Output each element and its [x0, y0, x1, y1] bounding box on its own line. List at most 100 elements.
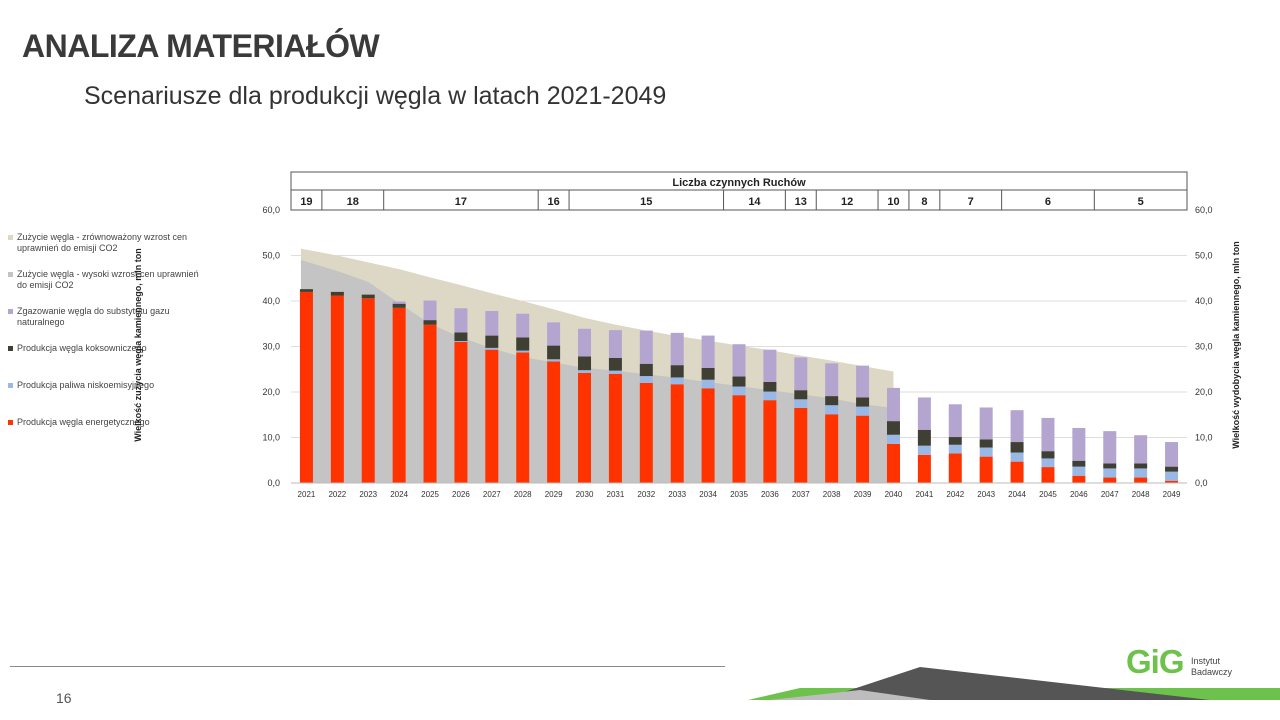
bar-segment — [639, 330, 653, 364]
bar-segment — [392, 303, 406, 308]
x-tick-label: 2021 — [298, 490, 316, 499]
x-tick-label: 2022 — [328, 490, 346, 499]
bar-segment — [825, 396, 839, 406]
ruchy-count-label: 14 — [748, 196, 761, 208]
bar-segment — [1072, 475, 1086, 483]
legend-label: Zużycie węgla - zrównoważony wzrost cen … — [17, 232, 188, 253]
page-number: 16 — [56, 690, 72, 706]
y-tick-label-left: 20,0 — [262, 387, 280, 397]
bar-segment — [1072, 427, 1086, 461]
slide-title: ANALIZA MATERIAŁÓW — [22, 28, 380, 64]
bar-segment — [794, 399, 808, 408]
x-tick-label: 2023 — [359, 490, 377, 499]
bar-segment — [608, 330, 622, 358]
legend-item: Produkcja paliwa niskoemisyjnego — [8, 380, 208, 417]
ruchy-count-label: 10 — [887, 196, 899, 208]
bar-segment — [1165, 471, 1179, 481]
bar-segment — [856, 415, 870, 483]
bar-segment — [1010, 461, 1024, 483]
bar-segment — [732, 344, 746, 377]
y-tick-label-right: 10,0 — [1195, 433, 1213, 443]
bar-segment — [948, 453, 962, 483]
bar-segment — [547, 359, 561, 362]
bar-segment — [578, 372, 592, 483]
bar-segment — [886, 387, 900, 422]
y-tick-label-left: 60,0 — [262, 205, 280, 215]
bar-segment — [1103, 431, 1117, 464]
x-tick-label: 2038 — [823, 490, 841, 499]
x-tick-label: 2030 — [576, 490, 594, 499]
bar-segment — [701, 335, 715, 368]
bar-segment — [856, 397, 870, 407]
bar-segment — [1134, 463, 1148, 469]
ruchy-table — [290, 171, 1188, 211]
bar-segment — [917, 445, 931, 455]
bar-segment — [454, 308, 468, 333]
bar-segment — [299, 291, 313, 483]
ruchy-count-label: 18 — [347, 196, 359, 208]
bar-segment — [794, 357, 808, 391]
ruchy-count-label: 15 — [640, 196, 652, 208]
bar-segment — [948, 437, 962, 445]
bar-segment — [454, 332, 468, 342]
x-tick-label: 2048 — [1132, 490, 1150, 499]
bar-segment — [794, 407, 808, 483]
bar-segment — [1165, 466, 1179, 472]
ruchy-table-title: Liczba czynnych Ruchów — [672, 177, 806, 189]
bar-segment — [330, 295, 344, 483]
bar-segment — [485, 335, 499, 348]
x-tick-label: 2025 — [421, 490, 439, 499]
logo-mark: GiG — [1126, 643, 1185, 680]
legend-item: Zużycie węgla - zrównoważony wzrost cen … — [8, 232, 208, 269]
bar-segment — [917, 429, 931, 446]
x-tick-label: 2040 — [885, 490, 903, 499]
x-tick-label: 2045 — [1039, 490, 1057, 499]
y-tick-label-right: 50,0 — [1195, 251, 1213, 261]
y-tick-label-right: 60,0 — [1195, 205, 1213, 215]
bar-segment — [1103, 477, 1117, 483]
bar-segment — [1010, 410, 1024, 443]
bar-segment — [948, 444, 962, 454]
bar-segment — [979, 439, 993, 448]
ruchy-count-label: 5 — [1138, 196, 1144, 208]
ruchy-count-label: 16 — [547, 196, 559, 208]
bar-segment — [392, 307, 406, 483]
bar-segment — [330, 291, 344, 296]
bar-segment — [608, 373, 622, 483]
bar-segment — [361, 294, 375, 299]
bar-segment — [825, 363, 839, 397]
y-tick-label-left: 50,0 — [262, 251, 280, 261]
ruchy-count-label: 12 — [841, 196, 853, 208]
y-tick-label-right: 40,0 — [1195, 296, 1213, 306]
bar-segment — [732, 386, 746, 396]
y-tick-label-right: 30,0 — [1195, 342, 1213, 352]
x-tick-label: 2033 — [668, 490, 686, 499]
bar-segment — [701, 367, 715, 380]
bar-segment — [979, 407, 993, 440]
bar-segment — [763, 381, 777, 392]
legend-swatch — [8, 272, 13, 277]
bar-segment — [639, 376, 653, 383]
bar-segment — [516, 337, 530, 351]
bar-segment — [392, 301, 406, 304]
bar-segment — [1041, 417, 1055, 452]
bar-segment — [299, 289, 313, 292]
x-tick-label: 2037 — [792, 490, 810, 499]
bar-segment — [670, 384, 684, 483]
x-tick-label: 2024 — [390, 490, 408, 499]
bar-segment — [917, 397, 931, 430]
bar-segment — [608, 357, 622, 371]
x-tick-label: 2034 — [699, 490, 717, 499]
x-tick-label: 2031 — [607, 490, 625, 499]
bar-segment — [423, 300, 437, 321]
bar-segment — [1041, 467, 1055, 483]
bar-segment — [670, 365, 684, 378]
x-tick-label: 2027 — [483, 490, 501, 499]
gig-logo: GiG Instytut Badawczy — [1126, 644, 1232, 680]
bar-segment — [886, 421, 900, 435]
bar-segment — [1010, 442, 1024, 453]
bar-segment — [1010, 452, 1024, 462]
bar-segment — [979, 456, 993, 483]
footer-grey-shape — [770, 690, 930, 700]
x-tick-label: 2043 — [977, 490, 995, 499]
